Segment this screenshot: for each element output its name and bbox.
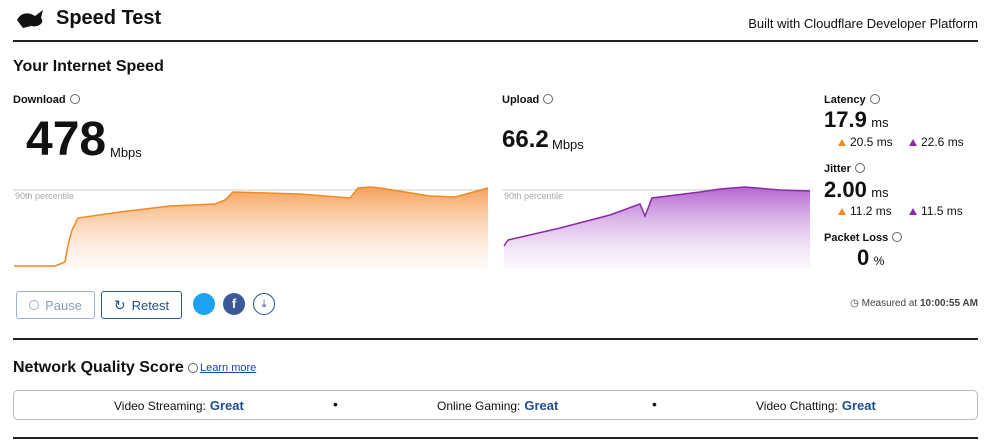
quality-item: Video Streaming: Great <box>114 398 244 413</box>
divider <box>13 338 978 340</box>
value: 20.5 ms <box>850 135 893 149</box>
value: 22.6 ms <box>921 135 964 149</box>
section-title: Your Internet Speed <box>13 58 164 75</box>
title-text: Network Quality Score <box>13 359 184 376</box>
value: 11.2 ms <box>850 204 892 218</box>
unit: ms <box>871 115 889 130</box>
latency-up: 22.6 ms <box>909 135 964 149</box>
divider <box>13 437 978 439</box>
packet-loss-value: 0 % <box>857 245 884 271</box>
logo <box>17 10 43 28</box>
quality-box <box>13 390 978 420</box>
latency-label: Latency <box>824 94 880 106</box>
retest-button[interactable]: ↻ Retest <box>101 291 182 319</box>
twitter-share[interactable] <box>193 293 215 315</box>
download-results[interactable]: ⤓ <box>253 293 275 315</box>
jitter-down: 11.2 ms <box>838 204 892 218</box>
packet-loss-label: Packet Loss <box>824 232 903 244</box>
app-title: Speed Test <box>56 7 162 29</box>
value: 0 <box>857 245 870 270</box>
value: 2.00 <box>824 177 867 202</box>
latency-value: 17.9 ms <box>824 107 889 133</box>
time: 10:00:55 AM <box>920 298 978 309</box>
label-text: Download <box>13 94 66 106</box>
label-text: Packet Loss <box>824 232 889 244</box>
upload-unit: Mbps <box>552 137 584 152</box>
button-text: Pause <box>45 297 82 313</box>
value: 11.5 ms <box>921 204 963 218</box>
label-text: Latency <box>824 94 866 106</box>
learn-more-link[interactable]: Learn more <box>200 362 257 374</box>
unit: % <box>873 254 885 268</box>
value: 17.9 <box>824 107 867 132</box>
item-label: Video Chatting: <box>756 399 838 413</box>
separator: • <box>333 396 338 412</box>
label-text: Upload <box>502 94 540 106</box>
measured-at: ◷ Measured at 10:00:55 AM <box>850 298 978 309</box>
download-unit: Mbps <box>110 145 142 160</box>
item-rating: Great <box>209 398 244 413</box>
percentile-label: 90th percentile <box>504 191 564 201</box>
quality-item: Video Chatting: Great <box>756 398 876 413</box>
facebook-share[interactable]: f <box>223 293 245 315</box>
quality-title: Network Quality Score <box>13 359 198 377</box>
jitter-up: 11.5 ms <box>909 204 963 218</box>
speed-charts <box>13 186 811 268</box>
subtitle: Built with Cloudflare Developer Platform <box>748 16 978 31</box>
label-text: Jitter <box>824 163 851 175</box>
divider <box>13 40 978 42</box>
jitter-label: Jitter <box>824 163 865 175</box>
unit: ms <box>871 185 889 200</box>
upload-label: Upload <box>502 94 554 106</box>
download-label: Download <box>13 94 80 106</box>
item-label: Video Streaming: <box>114 399 206 413</box>
item-label: Online Gaming: <box>437 399 521 413</box>
label-text: Measured at <box>861 298 918 309</box>
download-value: 478 <box>26 113 107 166</box>
upload-value: 66.2 <box>502 126 549 153</box>
item-rating: Great <box>524 398 559 413</box>
percentile-label: 90th percentile <box>15 191 75 201</box>
quality-item: Online Gaming: Great <box>437 398 558 413</box>
latency-down: 20.5 ms <box>838 135 893 149</box>
pause-button[interactable]: Pause <box>16 291 95 319</box>
separator: • <box>652 396 657 412</box>
jitter-value: 2.00 ms <box>824 177 889 203</box>
button-text: Retest <box>131 297 170 313</box>
item-rating: Great <box>841 398 876 413</box>
